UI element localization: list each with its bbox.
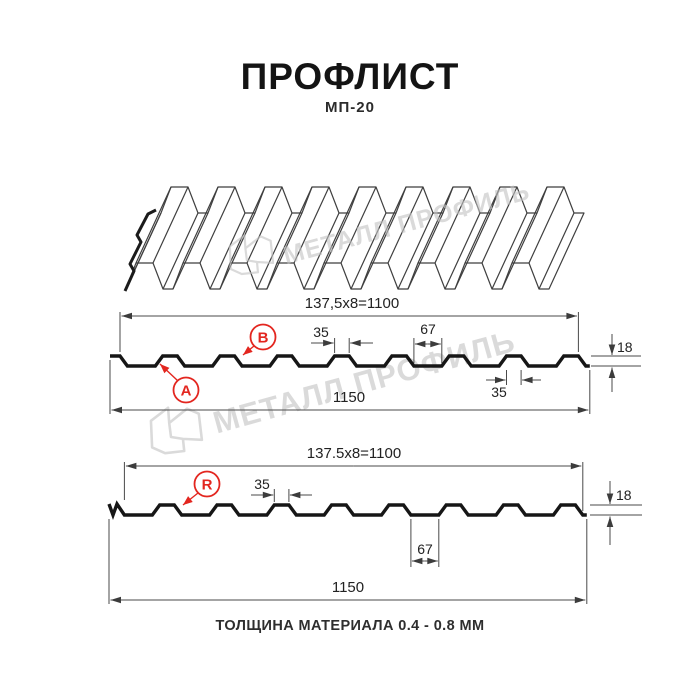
profile-outline-bottom-section — [107, 500, 587, 520]
dim-rib-bottom-label: 35 — [491, 384, 507, 400]
sheet-3d-cut-edge — [123, 208, 157, 292]
side-label-B-letter: B — [258, 330, 269, 347]
witness-lines — [108, 462, 642, 604]
dim-valley-label: 67 — [417, 541, 433, 557]
metall-profil-logo-icon — [149, 406, 204, 455]
cross-section-top: 137,5x8=1100 1150 35 67 18 35 B A — [109, 295, 641, 414]
side-label-A-letter: A — [181, 383, 192, 400]
sheet-3d-view — [123, 186, 585, 292]
sheet-3d-rib-edges — [125, 186, 575, 290]
watermark-middle: МЕТАЛЛ ПРОФИЛЬ — [149, 323, 519, 455]
side-label-A: A — [159, 363, 200, 404]
side-label-R-letter: R — [202, 477, 213, 494]
dim-valley-label: 67 — [420, 321, 436, 337]
profile-outline-top-section — [110, 354, 590, 368]
dim-height-label: 18 — [616, 487, 632, 503]
page-title: ПРОФЛИСТ — [240, 56, 460, 97]
profile-model: МП-20 — [325, 99, 375, 116]
dim-rib-top-label: 35 — [313, 324, 329, 340]
side-label-R: R — [182, 470, 221, 506]
metall-profil-logo-icon — [228, 234, 275, 276]
dim-pitch-label: 137.5x8=1100 — [307, 445, 401, 462]
witness-lines — [109, 312, 641, 414]
dim-total-width-label: 1150 — [332, 579, 364, 596]
cross-section-bottom: 137.5x8=1100 1150 35 67 18 R — [107, 445, 642, 604]
material-thickness-note: ТОЛЩИНА МАТЕРИАЛА 0.4 - 0.8 ММ — [215, 618, 485, 634]
dim-height-label: 18 — [617, 339, 633, 355]
dim-pitch-label: 137,5x8=1100 — [305, 295, 399, 312]
dim-rib-top-label: 35 — [254, 476, 270, 492]
side-label-B: B — [242, 323, 277, 356]
dim-total-width-label: 1150 — [333, 389, 365, 406]
